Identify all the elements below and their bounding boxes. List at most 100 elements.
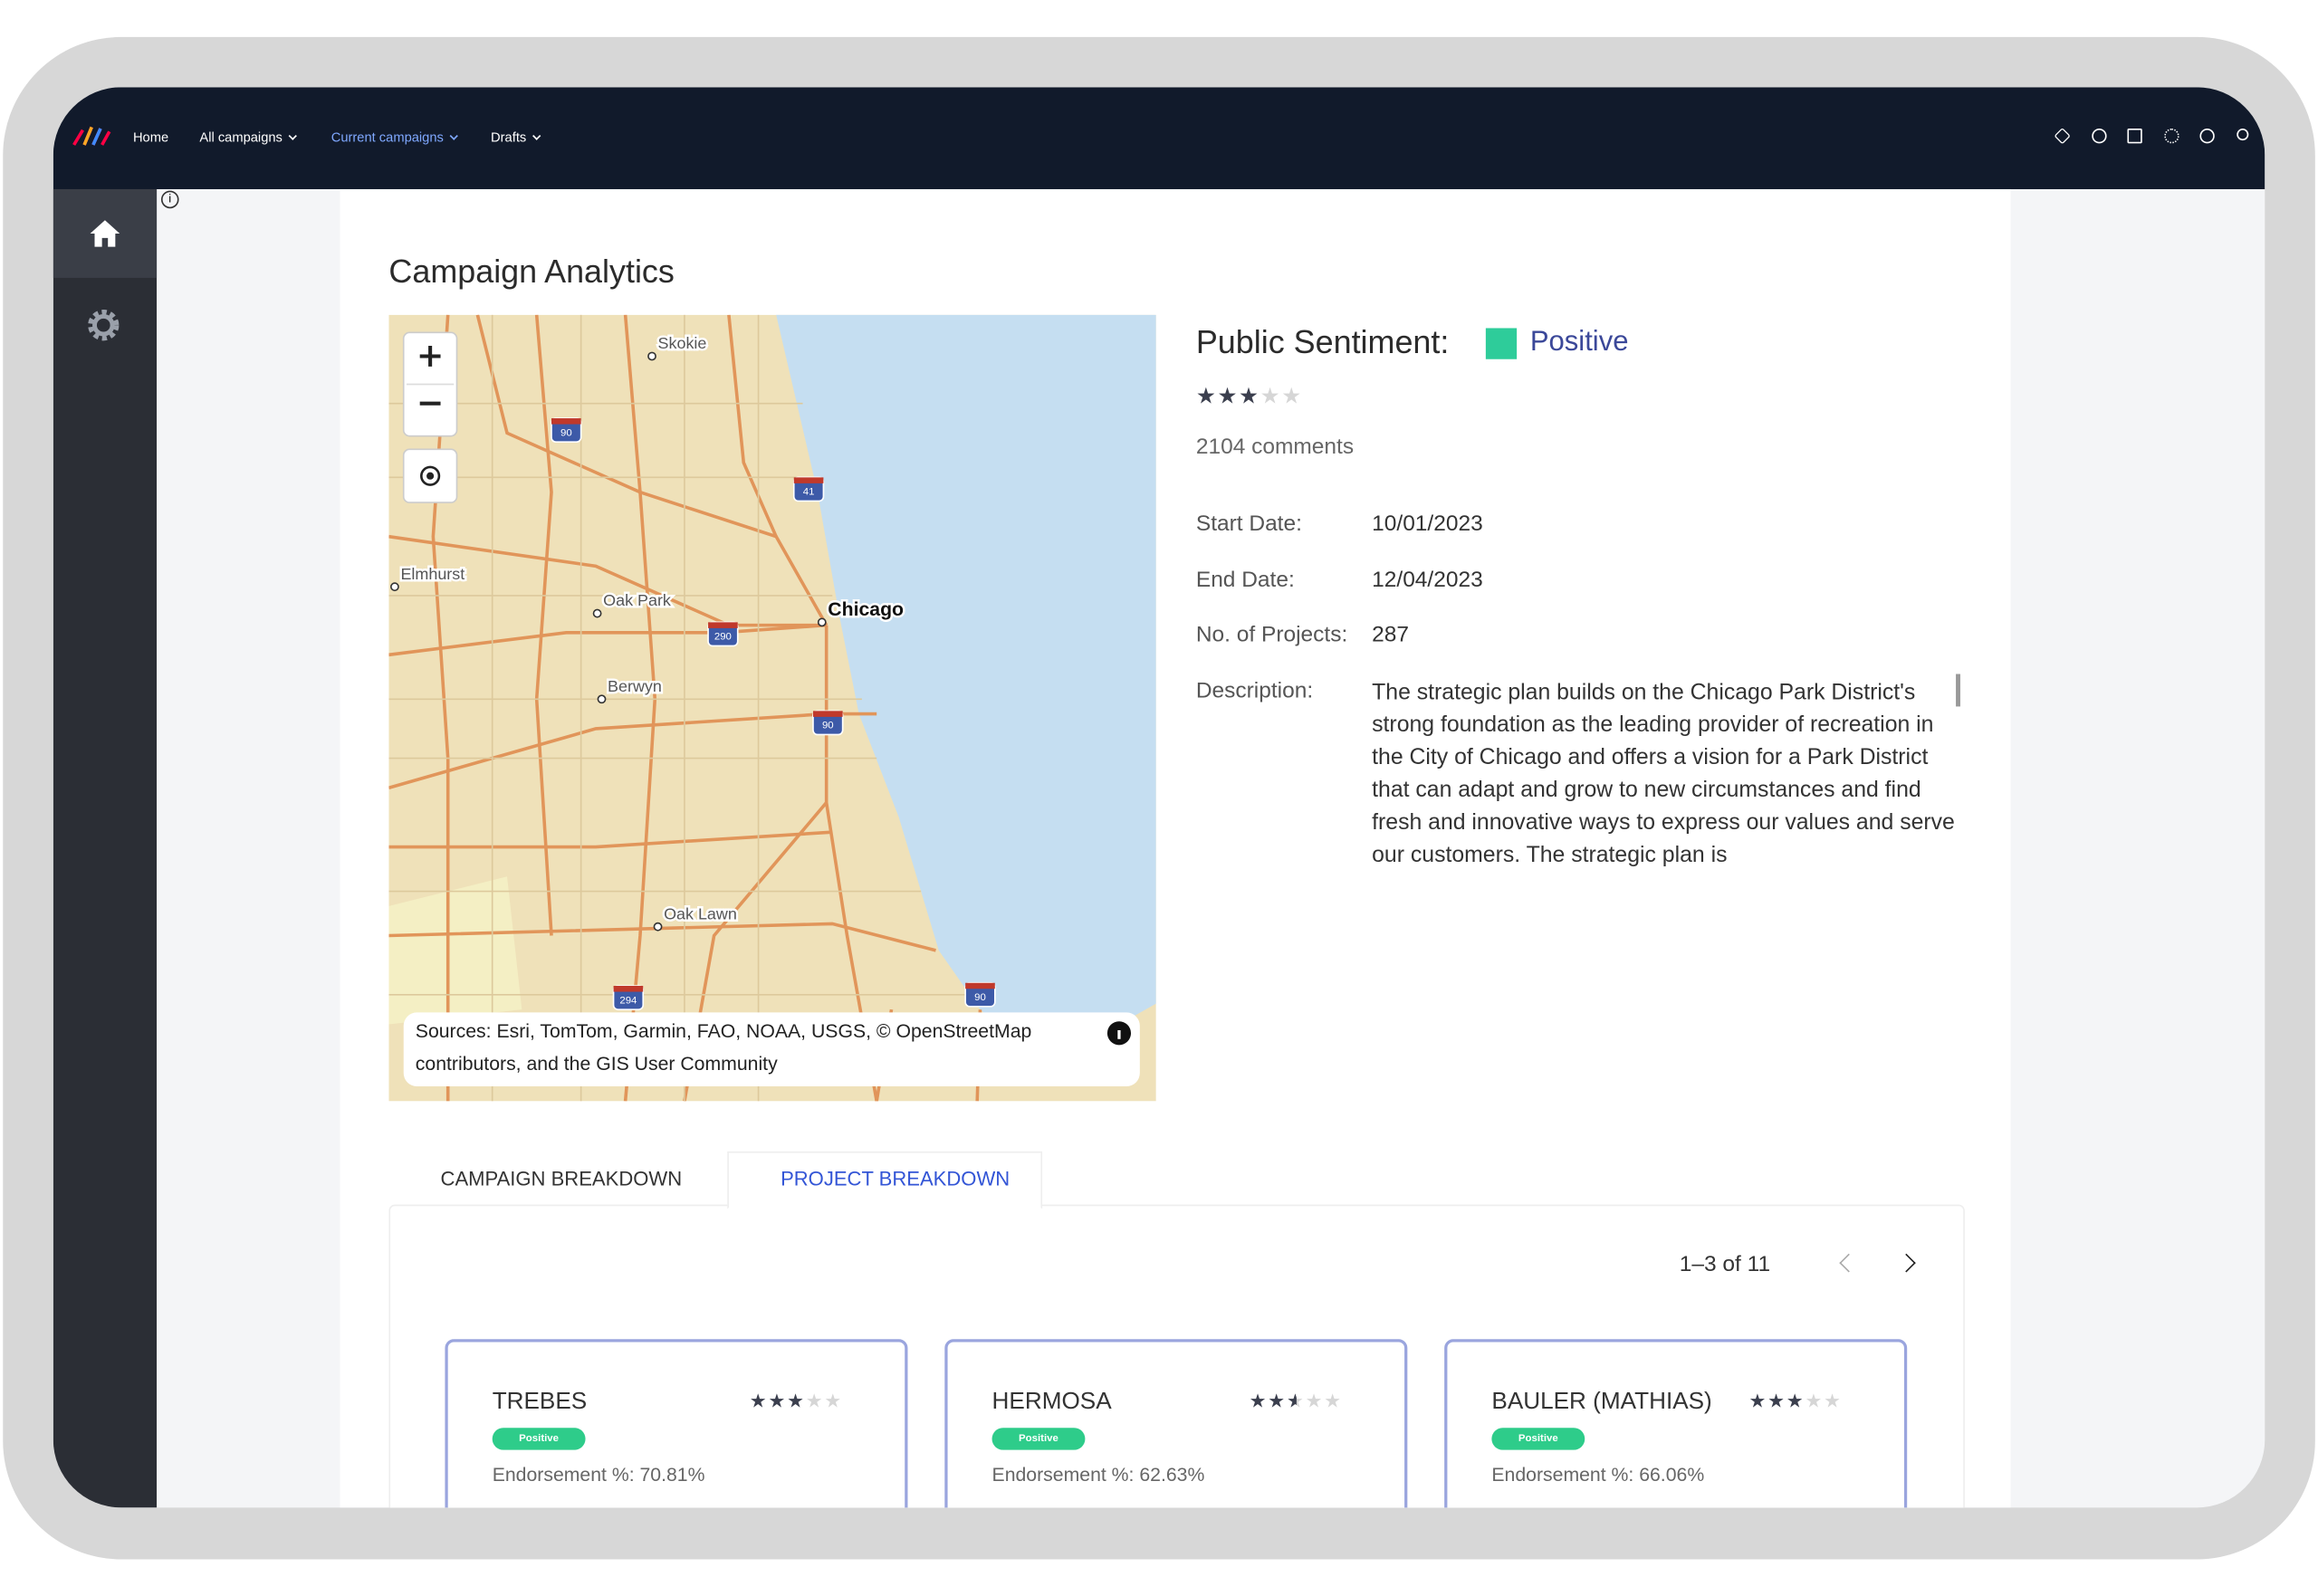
star-fill: ★: [1249, 1389, 1269, 1412]
nav-label: Home: [132, 129, 169, 146]
settings-button[interactable]: [86, 308, 121, 343]
place-label: Oak Park: [603, 591, 671, 609]
zoom-in[interactable]: [419, 346, 441, 367]
map-labels: Skokie Elmhurst Oak Park Chicago Berwyn Oak L…: [390, 332, 996, 1010]
tab-active[interactable]: PROJECT BREAKDOWN: [781, 1167, 1011, 1190]
gear: [88, 310, 120, 341]
map[interactable]: Skokie Elmhurst Oak Park Chicago Berwyn Oak L…: [388, 314, 1156, 1102]
star-fill: ★: [1217, 384, 1240, 410]
star: ★★: [1305, 1389, 1325, 1412]
place-dot: [592, 608, 602, 618]
chevron: [288, 131, 297, 140]
street: [388, 314, 966, 1102]
star: ★★: [1748, 1389, 1768, 1412]
field-label: End Date:: [1195, 567, 1295, 592]
star: ★★: [1805, 1389, 1825, 1412]
road: [388, 623, 827, 657]
project-stars: ★★★★★★★★★★: [1250, 1390, 1343, 1413]
logo[interactable]: [71, 124, 115, 150]
sentiment-badge: Positive: [1491, 1428, 1585, 1450]
star-fill: ★: [787, 1389, 806, 1412]
road: [388, 922, 936, 952]
highway-label: 290: [714, 632, 732, 643]
project-card[interactable]: BAULER (MATHIAS)★★★★★★★★★★PositiveEndors…: [1444, 1339, 1908, 1508]
place-label: Chicago: [828, 599, 904, 620]
home-icon: [90, 220, 120, 247]
user-icon[interactable]: [2237, 129, 2249, 141]
home-shape: [90, 220, 120, 247]
field-value: 10/01/2023: [1372, 511, 1483, 537]
nav-item[interactable]: All campaigns: [199, 130, 297, 145]
park: [388, 876, 522, 1025]
star: ★★: [824, 1389, 844, 1412]
star: ★★: [1249, 1389, 1269, 1412]
logo-mark: [82, 126, 93, 146]
highway-shield-top: [965, 982, 995, 989]
place-label: Elmhurst: [400, 565, 465, 583]
place-label: Skokie: [658, 334, 707, 352]
endorsement: Endorsement %: 66.06%: [1491, 1463, 1705, 1486]
highway-shield-top: [793, 477, 824, 483]
star: ★★: [749, 1389, 769, 1412]
attribution-box: [403, 1012, 1140, 1087]
project-name: BAULER (MATHIAS): [1491, 1389, 1712, 1415]
highway-shield-top: [708, 622, 738, 628]
star-fill: ★: [1748, 1389, 1768, 1412]
star: ★★: [1195, 384, 1218, 410]
locate-icon: [426, 472, 435, 480]
field-label: No. of Projects:: [1195, 622, 1348, 648]
settings-icon[interactable]: [2164, 129, 2179, 144]
nav-item[interactable]: Home: [133, 130, 168, 145]
streets: [388, 314, 966, 1102]
star: ★★: [805, 1389, 825, 1412]
star: ★★: [1786, 1389, 1806, 1412]
home-button[interactable]: [53, 188, 158, 278]
nav-item[interactable]: Drafts: [491, 129, 541, 146]
tab[interactable]: CAMPAIGN BREAKDOWN: [440, 1167, 683, 1190]
briefcase-icon[interactable]: [2127, 129, 2142, 144]
sentiment-value: Positive: [1529, 326, 1629, 358]
sentiment-swatch: [1485, 328, 1518, 359]
nav-item[interactable]: Current campaigns: [330, 129, 458, 146]
road: [388, 830, 833, 849]
star-fill: ★: [749, 1389, 769, 1412]
description-label: Description:: [1195, 678, 1314, 704]
endorsement: Endorsement %: 70.81%: [492, 1463, 705, 1486]
info-icon[interactable]: i: [160, 190, 179, 209]
place-dot: [597, 694, 607, 704]
place-dot: [647, 351, 656, 361]
star-fill: ★: [768, 1389, 788, 1412]
top-bar: Home All campaigns Current campaigns Drafts: [53, 87, 2265, 189]
gear: [92, 313, 115, 337]
star: ★★: [1217, 384, 1240, 410]
star-fill: ★: [1195, 384, 1218, 410]
field-value: 287: [1372, 622, 1410, 648]
star: ★★: [1239, 384, 1260, 410]
comments-count: 2104 comments: [1195, 435, 1355, 460]
active-tab-box: [727, 1151, 1043, 1209]
target-icon[interactable]: [2092, 129, 2107, 144]
nav-label: Current campaigns: [330, 129, 444, 146]
highway-shield-top: [812, 711, 843, 717]
attribution-wrap: Sources: Esri, TomTom, Garmin, FAO, NOAA…: [416, 1020, 1032, 1075]
star: ★★: [1324, 1389, 1343, 1412]
star: ★★: [1268, 1389, 1287, 1412]
description: The strategic plan builds on the Chicago…: [1372, 680, 1955, 868]
star-fill: ★: [1767, 1389, 1786, 1412]
star-fill: ★: [1287, 1390, 1296, 1413]
nav-label: Drafts: [491, 129, 527, 146]
favorites-icon[interactable]: [2054, 127, 2071, 145]
star: ★★: [1767, 1389, 1786, 1412]
star: ★★: [1286, 1389, 1306, 1413]
highway-shield-top: [613, 986, 644, 992]
star-fill: ★: [1239, 384, 1260, 410]
help-icon[interactable]: [2199, 129, 2215, 144]
sentiment-label: Public Sentiment:: [1195, 323, 1450, 361]
sentiment-badge: Positive: [492, 1428, 586, 1450]
sidebar: [53, 188, 158, 1508]
highway-shield-top: [551, 418, 581, 425]
